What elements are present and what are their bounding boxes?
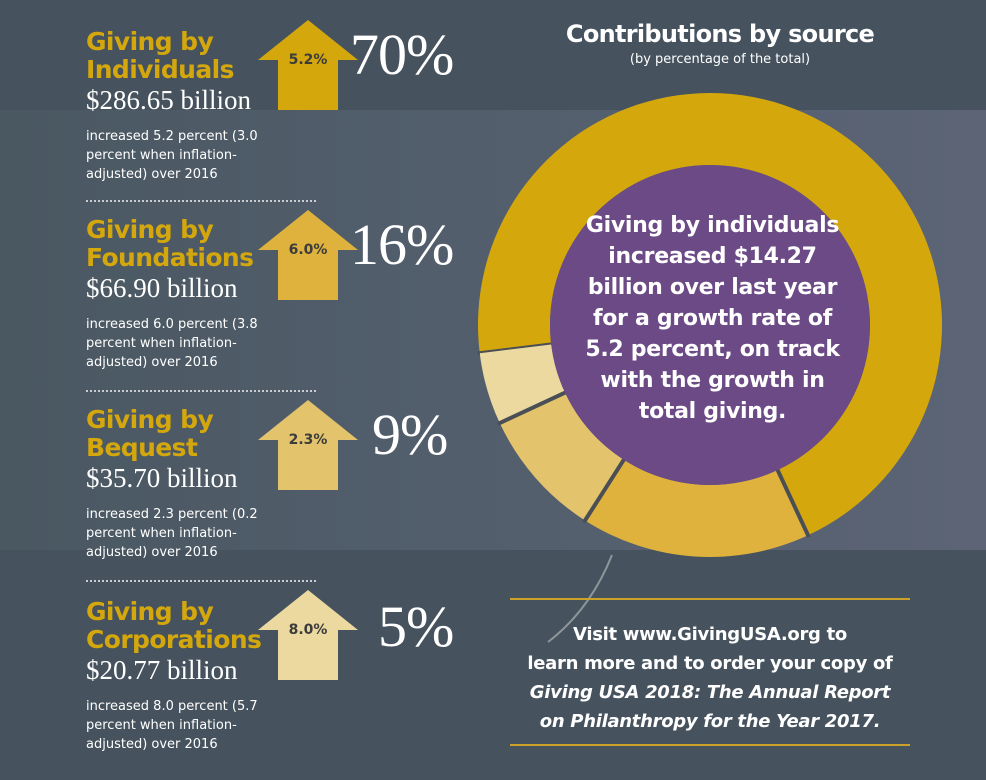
description-line: increased 2.3 percent (0.2 [86, 507, 258, 522]
description-line: percent when inflation- [86, 718, 237, 733]
category-amount: $286.65 billion [86, 85, 252, 115]
donut-slice [585, 459, 809, 557]
donut-center-circle [550, 165, 870, 485]
chart-subtitle: (by percentage of the total) [629, 52, 811, 67]
category-amount: $20.77 billion [86, 655, 238, 685]
category-title: Giving by Corporations [86, 598, 506, 654]
donut-center-text: Giving by individuals increased $14.27 b… [585, 213, 840, 424]
description-line: increased 5.2 percent (3.0 [86, 129, 258, 144]
category-description: increased 2.3 percent (0.2 percent when … [86, 505, 291, 562]
category-title-line: Individuals [86, 55, 234, 84]
description-line: adjusted) over 2016 [86, 737, 218, 752]
leader-line [547, 554, 613, 643]
description-line: increased 8.0 percent (5.7 [86, 699, 258, 714]
category-foundations: Giving by Foundations $66.90 billion inc… [86, 216, 506, 372]
category-description: increased 8.0 percent (5.7 percent when … [86, 697, 291, 754]
share-percent: 70% [350, 22, 454, 87]
category-title-line: Giving by [86, 27, 214, 56]
category-title-line: Giving by [86, 405, 214, 434]
category-title: Giving by Bequest [86, 406, 506, 462]
category-individuals: Giving by Individuals $286.65 billion in… [86, 28, 506, 184]
growth-arrow-icon: 8.0% [258, 590, 358, 680]
category-amount: $66.90 billion [86, 273, 238, 303]
growth-arrow-icon: 2.3% [258, 400, 358, 490]
donut-slice [499, 392, 624, 521]
visit-message: Visit www.GivingUSA.org to learn more an… [500, 620, 920, 736]
arrow-shape [258, 590, 358, 680]
arrow-shape [258, 20, 358, 110]
visit-line-report-title: on Philanthropy for the Year 2017. [539, 711, 881, 732]
slice-separator [774, 467, 811, 538]
category-title-line: Bequest [86, 433, 198, 462]
dotted-divider [86, 390, 316, 392]
description-line: percent when inflation- [86, 336, 237, 351]
category-corporations: Giving by Corporations $20.77 billion in… [86, 598, 506, 754]
visit-line-report-title: Giving USA 2018: The Annual Report [529, 682, 891, 703]
category-amount: $35.70 billion [86, 463, 238, 493]
category-title-line: Foundations [86, 243, 254, 272]
growth-rate-label: 5.2% [288, 52, 328, 68]
dotted-divider [86, 200, 316, 202]
slice-separator [497, 389, 568, 426]
growth-rate-label: 8.0% [288, 622, 328, 638]
arrow-shape [258, 400, 358, 490]
dotted-divider [86, 580, 316, 582]
category-description: increased 6.0 percent (3.8 percent when … [86, 315, 291, 372]
description-line: percent when inflation- [86, 526, 237, 541]
description-line: adjusted) over 2016 [86, 355, 218, 370]
description-line: adjusted) over 2016 [86, 167, 218, 182]
slice-separator [582, 457, 627, 524]
category-title: Giving by Foundations [86, 216, 506, 272]
donut-slices [477, 93, 942, 557]
growth-arrow-icon: 6.0% [258, 210, 358, 300]
growth-arrow-icon: 5.2% [258, 20, 358, 110]
category-title-line: Giving by [86, 597, 214, 626]
arrow-shape [258, 210, 358, 300]
donut-slice [479, 344, 565, 424]
divider-rule-bottom [510, 744, 910, 746]
category-title-line: Giving by [86, 215, 214, 244]
divider-rule-top [510, 598, 910, 600]
description-line: adjusted) over 2016 [86, 545, 218, 560]
share-percent: 9% [372, 402, 448, 467]
description-line: increased 6.0 percent (3.8 [86, 317, 258, 332]
category-title: Giving by Individuals [86, 28, 506, 84]
visit-line: Visit www.GivingUSA.org to [573, 624, 847, 645]
category-bequest: Giving by Bequest $35.70 billion increas… [86, 406, 506, 562]
share-percent: 5% [378, 594, 454, 659]
growth-rate-label: 6.0% [288, 242, 328, 258]
description-line: percent when inflation- [86, 148, 237, 163]
visit-line: learn more and to order your copy of [527, 653, 893, 674]
growth-rate-label: 2.3% [288, 432, 328, 448]
category-title-line: Corporations [86, 625, 262, 654]
share-percent: 16% [350, 212, 454, 277]
chart-title: Contributions by source [565, 20, 875, 48]
donut-slice [477, 93, 942, 536]
category-description: increased 5.2 percent (3.0 percent when … [86, 127, 291, 184]
